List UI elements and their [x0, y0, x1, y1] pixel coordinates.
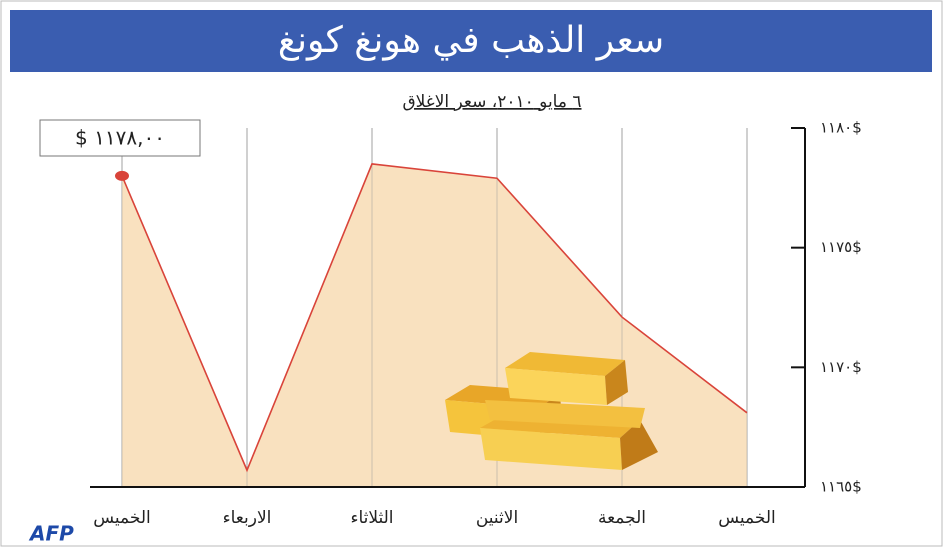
value-label: $ ١١٧٨,٠٠ — [75, 126, 165, 150]
y-tick-label: ١١٦٥$ — [820, 478, 862, 496]
x-tick-label: الاثنين — [476, 508, 518, 528]
value-label-box — [39, 119, 201, 157]
x-tick-label: الجمعة — [598, 508, 646, 528]
x-tick-label: الاربعاء — [223, 508, 272, 528]
credit: AFP — [28, 522, 74, 546]
x-tick-label: الخميس — [93, 508, 151, 528]
chart-subtitle: ٦ مايو ٢٠١٠، سعر الاغلاق — [402, 92, 581, 112]
point-marker — [115, 170, 129, 181]
x-tick-label: الثلاثاء — [350, 508, 393, 528]
x-tick-label: الخميس — [718, 508, 776, 528]
y-tick-label: ١١٧٠$ — [820, 358, 862, 376]
title-band — [10, 10, 932, 72]
y-tick-label: ١١٧٥$ — [820, 238, 862, 256]
line — [121, 163, 748, 473]
chart-title: سعر الذهب في هونغ كونغ — [278, 20, 664, 61]
y-tick-label: ١١٨٠$ — [820, 119, 862, 137]
gold-bars — [445, 352, 658, 470]
